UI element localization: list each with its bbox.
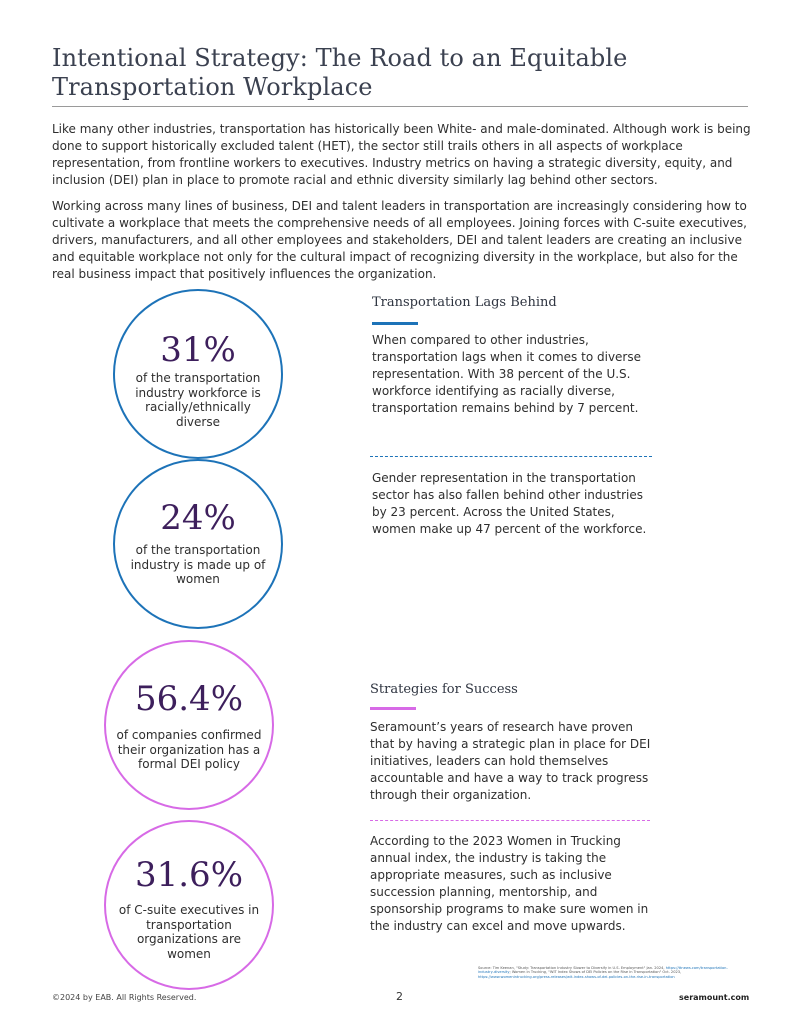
- stat-caption: of C-suite executives in transportation …: [118, 903, 260, 961]
- dashed-divider: [370, 456, 652, 457]
- stat-caption: of the transportation industry workforce…: [135, 371, 261, 429]
- stat-circle-women-workforce: 24% of the transportation industry is ma…: [113, 459, 283, 629]
- stat-circle-csuite-women: 31.6% of C-suite executives in transport…: [104, 820, 274, 990]
- stat-value: 56.4%: [134, 679, 243, 719]
- source-text: ; Women in Trucking, "WIT Index Shows of…: [509, 970, 682, 975]
- footer-copyright: ©2024 by EAB. All Rights Reserved.: [52, 993, 197, 1002]
- section-accent-bar: [372, 322, 418, 325]
- section-paragraph: When compared to other industries, trans…: [372, 333, 641, 415]
- source-link[interactable]: https://www.womenintrucking.org/press-re…: [478, 974, 675, 979]
- stat-value: 31%: [160, 330, 236, 370]
- section-paragraph: According to the 2023 Women in Trucking …: [370, 834, 649, 933]
- source-link[interactable]: https://ttnews.com/transportation-indust…: [478, 966, 728, 975]
- section-heading-strategies-success: Strategies for Success: [370, 682, 518, 697]
- stat-circle-racial-diversity: 31% of the transportation industry workf…: [113, 289, 283, 459]
- dashed-divider: [370, 820, 650, 821]
- section-heading-transportation-lags: Transportation Lags Behind: [372, 295, 557, 310]
- intro-paragraph: Working across many lines of business, D…: [52, 199, 747, 281]
- sources-footnote: Source: Tim Keenan, "Study: Transportati…: [478, 966, 738, 979]
- stat-value: 31.6%: [134, 855, 243, 895]
- title-divider: [52, 106, 748, 107]
- source-text: Source: Tim Keenan, "Study: Transportati…: [478, 966, 665, 970]
- stat-circle-dei-policy: 56.4% of companies confirmed their organ…: [104, 640, 274, 810]
- stat-caption: of the transportation industry is made u…: [130, 543, 266, 586]
- stat-value: 24%: [160, 498, 236, 538]
- section-paragraph: Seramount’s years of research have prove…: [370, 720, 651, 802]
- footer-site-link[interactable]: seramount.com: [679, 993, 750, 1002]
- section-accent-bar: [370, 707, 416, 710]
- stat-caption: of companies confirmed their organizatio…: [116, 728, 262, 771]
- page-title: Intentional Strategy: The Road to an Equ…: [52, 44, 628, 101]
- page-number: 2: [396, 990, 403, 1003]
- intro-paragraph: Like many other industries, transportati…: [52, 122, 751, 187]
- section-paragraph: Gender representation in the transportat…: [372, 471, 647, 536]
